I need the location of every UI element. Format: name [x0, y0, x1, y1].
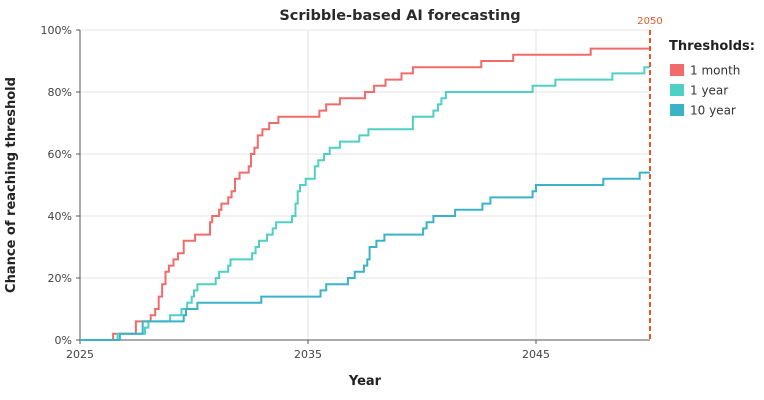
y-tick-label: 40% — [48, 210, 72, 223]
y-tick-label: 0% — [55, 334, 72, 347]
legend-title: Thresholds: — [669, 39, 755, 54]
series-line-1-year — [80, 66, 650, 341]
y-axis-ticks: 0% 20% 40% 60% 80% 100% — [41, 24, 80, 347]
legend-label: 1 month — [690, 64, 740, 78]
legend-swatch — [670, 104, 684, 116]
y-axis-title: Chance of reaching threshold — [4, 77, 19, 293]
series-line-1-month — [80, 47, 650, 341]
x-axis-title: Year — [348, 374, 382, 389]
axes — [79, 30, 650, 341]
legend-swatch — [670, 64, 684, 76]
x-axis-ticks: 2025 2035 2045 — [66, 340, 550, 361]
legend-swatch — [670, 84, 684, 96]
year-marker: 2050 — [637, 16, 663, 340]
x-tick-label: 2035 — [294, 348, 322, 361]
legend: Thresholds: 1 month 1 year 10 year — [669, 39, 755, 118]
series-line-10-year — [80, 171, 650, 341]
chart-title: Scribble-based AI forecasting — [279, 8, 520, 24]
legend-items: 1 month 1 year 10 year — [670, 64, 740, 118]
grid-lines — [80, 29, 650, 340]
y-tick-label: 20% — [48, 272, 72, 285]
x-tick-label: 2025 — [66, 348, 94, 361]
legend-label: 10 year — [690, 104, 736, 118]
y-tick-label: 80% — [48, 86, 72, 99]
legend-label: 1 year — [690, 84, 728, 98]
x-tick-label: 2045 — [522, 348, 550, 361]
series-lines — [80, 47, 650, 341]
y-tick-label: 60% — [48, 148, 72, 161]
marker-label: 2050 — [637, 16, 662, 27]
y-tick-label: 100% — [41, 24, 72, 37]
